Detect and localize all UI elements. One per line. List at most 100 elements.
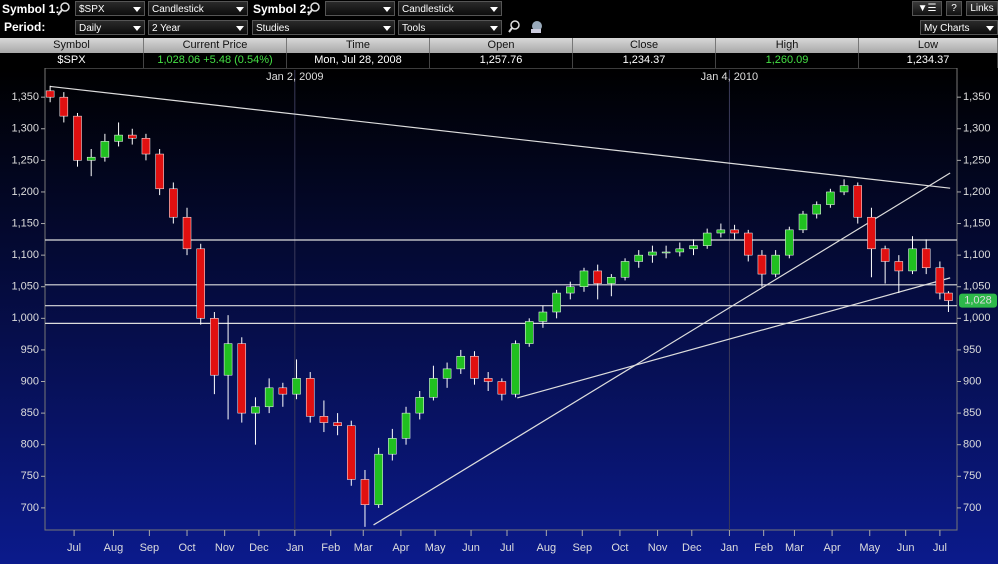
column-header: Current Price bbox=[144, 38, 287, 53]
candle-body bbox=[415, 397, 424, 414]
symbol2-label: Symbol 2: bbox=[253, 2, 311, 16]
symbol2-input[interactable] bbox=[325, 1, 395, 16]
candle-body bbox=[333, 422, 342, 426]
y-tick-label: 1,150 bbox=[11, 217, 39, 229]
candle-body bbox=[593, 270, 602, 284]
help-button[interactable]: ? bbox=[946, 1, 962, 16]
y-tick-label: 900 bbox=[963, 375, 981, 387]
quote-cell: 1,260.09 bbox=[716, 53, 859, 68]
y-tick-label: 800 bbox=[963, 439, 981, 451]
x-tick-label: Sep bbox=[572, 542, 592, 554]
search-icon[interactable] bbox=[306, 1, 322, 17]
y-tick-label: 900 bbox=[21, 375, 39, 387]
candle-body bbox=[100, 141, 110, 158]
candle-body bbox=[771, 254, 780, 275]
candle-body bbox=[388, 438, 397, 455]
candle-body bbox=[169, 188, 178, 218]
x-tick-label: Jul bbox=[67, 542, 81, 554]
x-tick-label: Jan bbox=[286, 542, 304, 554]
candle-body bbox=[552, 292, 561, 313]
period-select[interactable]: Daily bbox=[75, 20, 145, 35]
candle-body bbox=[86, 156, 96, 161]
candle-body bbox=[798, 213, 808, 231]
y-tick-label: 1,250 bbox=[11, 154, 39, 166]
y-tick-label: 1,100 bbox=[11, 249, 39, 261]
y-tick-label: 850 bbox=[21, 407, 39, 419]
studies-select[interactable]: Studies bbox=[252, 20, 395, 35]
my-charts-select[interactable]: My Charts bbox=[920, 20, 998, 35]
x-tick-label: Jul bbox=[500, 542, 514, 554]
candle-body bbox=[785, 229, 794, 256]
candle-body bbox=[648, 251, 657, 256]
candle-body bbox=[524, 321, 534, 344]
candle-body bbox=[401, 412, 411, 439]
y-tick-label: 1,000 bbox=[11, 312, 39, 324]
chart-type1[interactable]: Candlestick bbox=[148, 1, 248, 16]
x-tick-label: Dec bbox=[682, 542, 702, 554]
x-tick-label: Oct bbox=[611, 542, 628, 554]
y-tick-label: 1,300 bbox=[963, 123, 991, 135]
chart: 700 700 750 750 800 800 850 850 900 900 950 950 1,00… bbox=[0, 68, 998, 564]
candle-body bbox=[921, 248, 931, 269]
chart-type2[interactable]: Candlestick bbox=[398, 1, 502, 16]
candle-body bbox=[757, 254, 767, 275]
candle-body bbox=[429, 378, 438, 398]
candle-body bbox=[566, 286, 575, 294]
y-tick-label: 700 bbox=[21, 502, 39, 514]
trend-line bbox=[50, 85, 951, 189]
candle-body bbox=[483, 378, 493, 382]
candle-body bbox=[374, 453, 383, 505]
column-header: Close bbox=[573, 38, 716, 53]
candle-body bbox=[59, 96, 69, 117]
zoom-icons[interactable] bbox=[507, 19, 547, 35]
candle-body bbox=[292, 378, 301, 395]
x-tick-label: Aug bbox=[537, 542, 557, 554]
candle-body bbox=[743, 232, 753, 256]
last-price-label: 1,028 bbox=[964, 295, 992, 307]
candle-body bbox=[196, 248, 205, 319]
search-icon[interactable] bbox=[56, 1, 72, 17]
x-tick-label: May bbox=[425, 542, 446, 554]
quote-cell: 1,028.06 +5.48 (0.54%) bbox=[144, 53, 287, 68]
candle-body bbox=[675, 248, 685, 253]
trend-line bbox=[373, 172, 951, 526]
x-tick-label: Apr bbox=[824, 542, 841, 554]
candle-body bbox=[264, 387, 274, 408]
y-tick-label: 1,350 bbox=[11, 91, 39, 103]
candle-body bbox=[607, 277, 616, 284]
y-tick-label: 800 bbox=[21, 439, 39, 451]
candle-body bbox=[716, 229, 726, 234]
y-tick-label: 1,350 bbox=[963, 91, 991, 103]
candle-body bbox=[730, 229, 739, 234]
tools-select[interactable]: Tools bbox=[398, 20, 502, 35]
x-tick-label: Nov bbox=[648, 542, 668, 554]
x-tick-label: Nov bbox=[215, 542, 235, 554]
links-button[interactable]: Links bbox=[966, 1, 998, 16]
candle-body bbox=[908, 248, 917, 272]
candle-body bbox=[689, 245, 698, 250]
quote-cell: 1,234.37 bbox=[573, 53, 716, 68]
x-tick-label: Aug bbox=[104, 542, 124, 554]
x-tick-label: Jun bbox=[897, 542, 915, 554]
symbol1-input[interactable]: $SPX bbox=[75, 1, 145, 16]
year-marker-label: Jan 2, 2009 bbox=[266, 71, 324, 83]
y-tick-label: 950 bbox=[21, 344, 39, 356]
y-tick-label: 850 bbox=[963, 407, 981, 419]
x-tick-label: Jul bbox=[933, 542, 947, 554]
column-header: Time bbox=[287, 38, 430, 53]
candle-body bbox=[45, 90, 55, 98]
range-select[interactable]: 2 Year bbox=[148, 20, 248, 35]
candle-body bbox=[812, 204, 821, 215]
candle-body bbox=[497, 381, 507, 395]
menu-button[interactable]: ▼☰ bbox=[912, 1, 942, 16]
candle-body bbox=[155, 153, 164, 190]
quote-cell: 1,257.76 bbox=[430, 53, 573, 68]
x-tick-label: Jun bbox=[462, 542, 480, 554]
candle-body bbox=[347, 425, 356, 480]
candle-body bbox=[360, 479, 370, 505]
symbol1-label: Symbol 1: bbox=[2, 2, 60, 16]
candle-body bbox=[702, 232, 712, 246]
x-tick-label: Feb bbox=[754, 542, 773, 554]
candle-body bbox=[114, 134, 123, 142]
